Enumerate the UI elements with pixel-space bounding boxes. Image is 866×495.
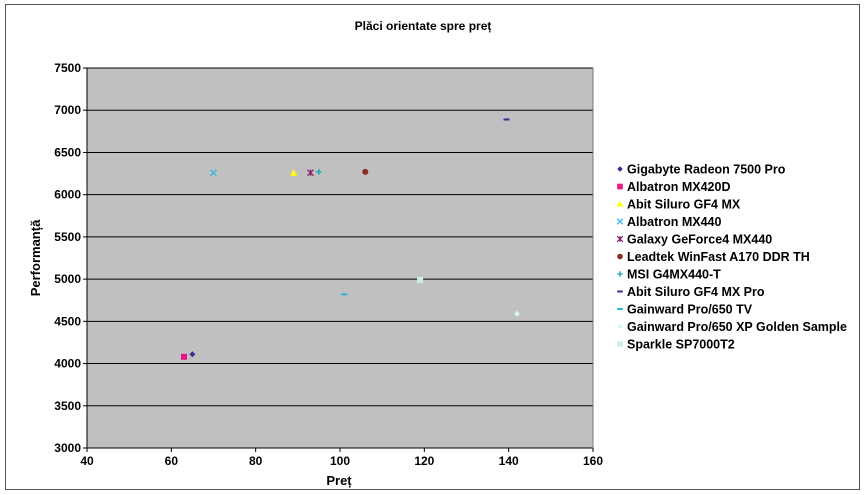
legend: Gigabyte Radeon 7500 Pro Albatron MX420D A… (616, 163, 847, 352)
legend-marker (617, 271, 623, 277)
y-tick-label: 5000 (54, 272, 81, 286)
legend-label: Gainward Pro/650 XP Golden Sample (627, 320, 847, 334)
y-axis-title: Performanță (28, 219, 43, 296)
x-tick-label: 160 (583, 454, 603, 468)
axes (83, 67, 594, 452)
y-tick-label: 4500 (54, 314, 81, 328)
legend-label: Leadtek WinFast A170 DDR TH (627, 250, 810, 264)
data-point (307, 169, 314, 177)
legend-label: Sparkle SP7000T2 (627, 338, 735, 352)
legend-marker (617, 253, 623, 260)
legend-label: Gainward Pro/650 TV (627, 303, 753, 317)
x-tick-label: 120 (414, 454, 434, 468)
data-point (210, 169, 217, 177)
x-tick-label: 140 (499, 454, 519, 468)
legend-label: Gigabyte Radeon 7500 Pro (627, 163, 786, 177)
x-axis-title: Preț (326, 473, 352, 488)
data-point (315, 168, 322, 175)
y-tick-label: 6000 (54, 188, 81, 202)
legend-marker (616, 200, 624, 207)
y-tick-label: 7000 (54, 103, 81, 117)
legend-marker (617, 166, 623, 172)
data-point (514, 310, 521, 317)
legend-label: Galaxy GeForce4 MX440 (627, 233, 772, 247)
data-point (189, 351, 196, 358)
legend-marker (616, 235, 624, 243)
x-tick-label: 40 (80, 454, 94, 468)
data-point (417, 276, 424, 283)
data-point (290, 169, 298, 176)
legend-marker (617, 183, 623, 190)
legend-label: Abit Siluro GF4 MX (627, 198, 741, 212)
x-tick-label: 80 (249, 454, 263, 468)
data-points (180, 118, 521, 360)
legend-label: Albatron MX420D (627, 180, 731, 194)
chart-title: Plăci orientate spre preț (355, 19, 492, 33)
legend-marker (617, 323, 623, 330)
y-tick-label: 6500 (54, 145, 81, 159)
legend-marker (616, 218, 624, 225)
x-tick-label: 60 (165, 454, 179, 468)
data-point (180, 353, 187, 360)
y-tick-label: 4000 (54, 357, 81, 371)
legend-marker (617, 341, 623, 347)
y-tick-labels: 3000 3500 4000 4500 5000 5500 6000 6500 7000 7500 (54, 61, 81, 455)
data-point (362, 168, 369, 175)
legend-label: Albatron MX440 (627, 215, 722, 229)
legend-label: Abit Siluro GF4 MX Pro (627, 285, 765, 299)
x-tick-label: 100 (330, 454, 350, 468)
y-tick-label: 5500 (54, 230, 81, 244)
x-tick-labels: 40 60 80 100 120 140 160 (80, 454, 603, 468)
y-tick-label: 3000 (54, 441, 81, 455)
legend-label: MSI G4MX440-T (627, 268, 721, 282)
y-tick-label: 7500 (54, 61, 81, 75)
plot-area (87, 68, 593, 448)
y-tick-label: 3500 (54, 399, 81, 413)
